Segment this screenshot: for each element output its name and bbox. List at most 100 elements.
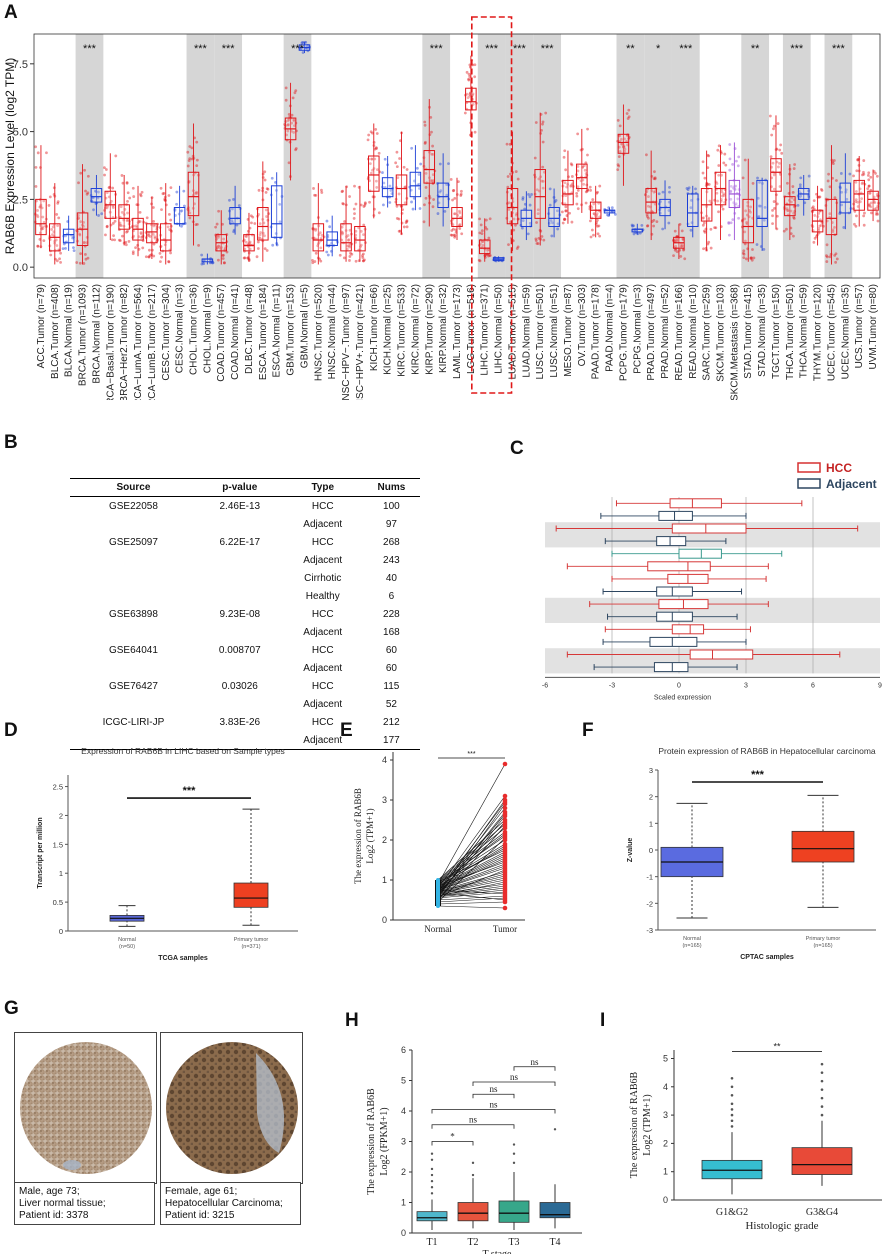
i-ytick-label: 3 [663,1110,668,1120]
a-point [869,201,873,205]
a-point [221,222,224,226]
ytick-label: 2 [649,793,653,802]
a-category-label: STAD.Tumor (n=415) [743,284,754,379]
a-point [777,161,781,165]
a-point [105,191,109,195]
a-point [785,227,788,231]
a-point [484,218,488,222]
a-point [152,254,156,258]
a-point [256,240,260,244]
a-point [64,247,67,250]
a-category-label: READ.Tumor (n=166) [674,284,685,381]
a-point [34,166,38,169]
a-point [683,257,687,261]
a-point [453,234,457,237]
i-outlier [820,1062,824,1066]
a-grey-band [824,34,853,278]
a-point [362,223,366,227]
sig-label: *** [183,785,197,797]
a-point [703,176,707,180]
a-point [453,212,457,216]
a-point [867,184,871,188]
table-cell: 243 [383,554,400,566]
a-point [589,188,592,192]
a-point [405,168,409,171]
table-cell [197,623,283,641]
a-point [291,96,295,100]
a-category-label: THYM.Tumor (n=120) [813,284,824,381]
a-point [798,185,802,189]
table-row: Adjacent 52 [70,695,420,713]
a-point [478,217,481,221]
a-point [34,185,38,188]
a-point [424,196,428,200]
a-point [873,201,877,204]
a-box [465,87,477,111]
a-point [729,189,733,193]
a-box [853,179,865,211]
a-point [790,196,794,200]
a-point [576,132,580,136]
a-point [853,222,856,226]
e-pair-line [437,845,506,888]
a-point [673,229,677,233]
a-point [216,258,220,262]
i-xlabel: Histologic grade [745,1220,818,1232]
a-point [242,256,246,260]
a-point [112,234,115,238]
a-point [188,211,192,215]
a-point [231,207,234,211]
h-sig-label: ns [530,1057,539,1067]
a-point [349,251,352,255]
a-point [777,165,780,169]
a-point [831,230,835,234]
a-box [229,207,241,225]
panel-letter-e: E [340,720,353,741]
a-point [200,253,204,257]
a-point [743,217,747,221]
a-point [528,195,532,199]
a-point [751,248,754,251]
a-point [596,232,600,236]
a-point [584,190,588,194]
a-point [722,194,726,197]
a-point [544,111,548,115]
a-point [167,260,171,264]
table-row: Adjacent 243 [70,551,420,569]
a-point [56,224,60,228]
a-point [134,246,137,249]
a-point [251,215,255,219]
a-box [534,169,546,219]
a-point [481,240,484,244]
e-tumor-point [502,905,508,911]
a-point [126,218,130,222]
a-point [480,229,484,233]
a-point [403,201,407,205]
a-point [675,238,678,242]
a-point [842,226,846,229]
table-cell: Adjacent [303,626,343,638]
a-point [388,201,392,204]
ylabel: Z-value [627,838,634,863]
a-point [59,251,62,255]
a-category-label: LIHC.Tumor (n=371) [480,284,491,376]
table-row: GSE63898 9.23E-08 HCC 228 [70,605,420,623]
e-pair-line [437,895,506,901]
a-point [278,220,282,224]
a-point [623,147,627,151]
a-point [138,210,142,214]
a-point [195,140,199,144]
a-point [717,173,721,177]
a-point [366,138,370,142]
i-box [791,1147,853,1175]
ihc-normal-line-1: Male, age 73; [19,1186,80,1197]
a-point [459,192,463,196]
group-n: (n=165) [682,943,701,949]
a-point [780,151,784,155]
ytick-label: 1 [649,819,653,828]
a-point [792,211,796,215]
table-row: Healthy 6 [70,587,420,605]
a-category-label: HNSC.Tumor (n=520) [313,284,324,381]
a-point [679,255,683,258]
a-point [256,247,260,250]
